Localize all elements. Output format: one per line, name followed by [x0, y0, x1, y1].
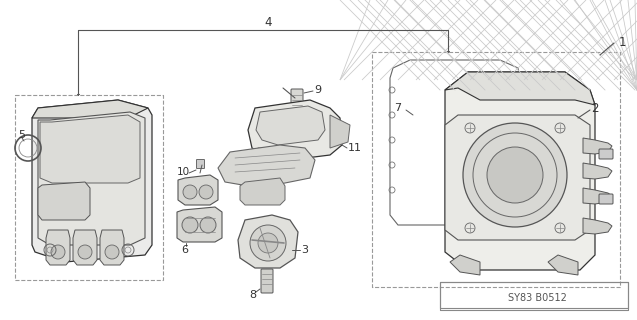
Circle shape — [258, 233, 278, 253]
FancyBboxPatch shape — [261, 269, 273, 293]
Circle shape — [199, 185, 213, 199]
Text: SY83 B0512: SY83 B0512 — [508, 293, 566, 303]
Circle shape — [105, 245, 119, 259]
Polygon shape — [32, 100, 152, 262]
Polygon shape — [218, 145, 315, 188]
Circle shape — [78, 245, 92, 259]
Polygon shape — [330, 115, 350, 148]
Text: 9: 9 — [315, 85, 322, 95]
Polygon shape — [583, 188, 612, 204]
Polygon shape — [445, 115, 590, 240]
Polygon shape — [73, 230, 97, 265]
Polygon shape — [258, 148, 282, 162]
FancyBboxPatch shape — [291, 89, 303, 109]
Polygon shape — [38, 112, 145, 245]
Circle shape — [463, 123, 567, 227]
Circle shape — [183, 185, 197, 199]
Polygon shape — [177, 207, 222, 242]
Polygon shape — [445, 72, 595, 270]
Circle shape — [250, 225, 286, 261]
Text: 7: 7 — [394, 103, 401, 113]
Polygon shape — [583, 163, 612, 179]
Text: 1: 1 — [619, 36, 626, 49]
Text: 8: 8 — [250, 290, 257, 300]
FancyBboxPatch shape — [599, 149, 613, 159]
Bar — [15, 95, 163, 280]
FancyBboxPatch shape — [196, 159, 204, 169]
Polygon shape — [548, 255, 578, 275]
Polygon shape — [38, 182, 90, 220]
Polygon shape — [445, 72, 595, 105]
Text: 2: 2 — [591, 101, 599, 115]
Text: 4: 4 — [264, 15, 272, 28]
Bar — [372, 52, 620, 287]
Text: 6: 6 — [182, 245, 189, 255]
Circle shape — [182, 217, 198, 233]
Polygon shape — [238, 215, 298, 268]
Polygon shape — [40, 115, 140, 183]
Text: 3: 3 — [301, 245, 308, 255]
Polygon shape — [248, 100, 342, 160]
Text: 11: 11 — [348, 143, 362, 153]
Polygon shape — [178, 175, 218, 205]
FancyBboxPatch shape — [599, 194, 613, 204]
Polygon shape — [32, 100, 148, 118]
Polygon shape — [46, 230, 70, 265]
Polygon shape — [100, 230, 124, 265]
Circle shape — [200, 217, 216, 233]
Polygon shape — [450, 255, 480, 275]
Polygon shape — [583, 138, 612, 154]
Text: 10: 10 — [176, 167, 190, 177]
Polygon shape — [240, 178, 285, 205]
Polygon shape — [583, 218, 612, 234]
Text: 5: 5 — [18, 130, 25, 140]
Circle shape — [51, 245, 65, 259]
Polygon shape — [256, 106, 325, 145]
Circle shape — [487, 147, 543, 203]
